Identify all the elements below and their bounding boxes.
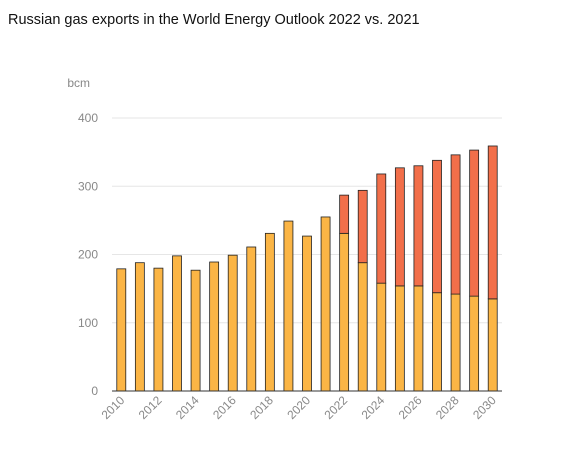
x-tick-label: 2030 xyxy=(470,393,499,422)
bar-segment xyxy=(432,159,442,294)
x-tick-label: 2024 xyxy=(359,393,388,422)
x-tick-label: 2010 xyxy=(99,393,128,422)
y-tick-label: 400 xyxy=(78,111,98,125)
bar-segment xyxy=(209,261,220,392)
bar-segment xyxy=(339,194,350,234)
bar-segment xyxy=(283,220,294,392)
bar-segment xyxy=(153,267,164,392)
bar-segment xyxy=(246,246,257,392)
bar-segment xyxy=(227,254,238,392)
bar-segment xyxy=(394,285,405,392)
bar-segment xyxy=(487,145,498,300)
bar-segment xyxy=(469,149,480,297)
chart-title: Russian gas exports in the World Energy … xyxy=(8,12,420,28)
x-tick-label: 2028 xyxy=(433,393,462,422)
x-tick-label: 2016 xyxy=(210,393,239,422)
x-tick-label: 2012 xyxy=(136,393,165,422)
bar-segment xyxy=(190,269,201,392)
bar-segment xyxy=(357,189,368,264)
bar-segment xyxy=(413,285,424,392)
y-axis-label: bcm xyxy=(67,76,90,90)
bar-segment xyxy=(320,216,331,392)
bar-segment xyxy=(376,173,387,284)
bar-segment xyxy=(172,255,182,392)
bar-segment xyxy=(450,154,461,295)
x-tick-label: 2018 xyxy=(247,393,276,422)
bar-segment xyxy=(394,167,405,287)
x-tick-label: 2020 xyxy=(284,393,313,422)
y-tick-label: 100 xyxy=(78,316,98,330)
bar-segment xyxy=(302,235,312,392)
bar-segment xyxy=(487,298,498,392)
bar-segment xyxy=(376,282,387,392)
bar-segment xyxy=(469,295,480,392)
bar-segment xyxy=(357,262,368,392)
y-tick-label: 0 xyxy=(91,384,98,398)
x-tick-label: 2026 xyxy=(396,393,425,422)
bar-segment xyxy=(432,292,442,392)
bar-segment xyxy=(134,262,145,392)
x-tick-label: 2014 xyxy=(173,393,202,422)
bar-segment xyxy=(264,232,275,392)
bar-segment xyxy=(339,232,350,392)
y-tick-label: 200 xyxy=(78,248,98,262)
bar-segment xyxy=(116,268,127,392)
bar-segment xyxy=(413,165,424,287)
x-tick-label: 2022 xyxy=(321,393,350,422)
y-tick-label: 300 xyxy=(78,179,98,193)
bar-segment xyxy=(450,293,461,392)
